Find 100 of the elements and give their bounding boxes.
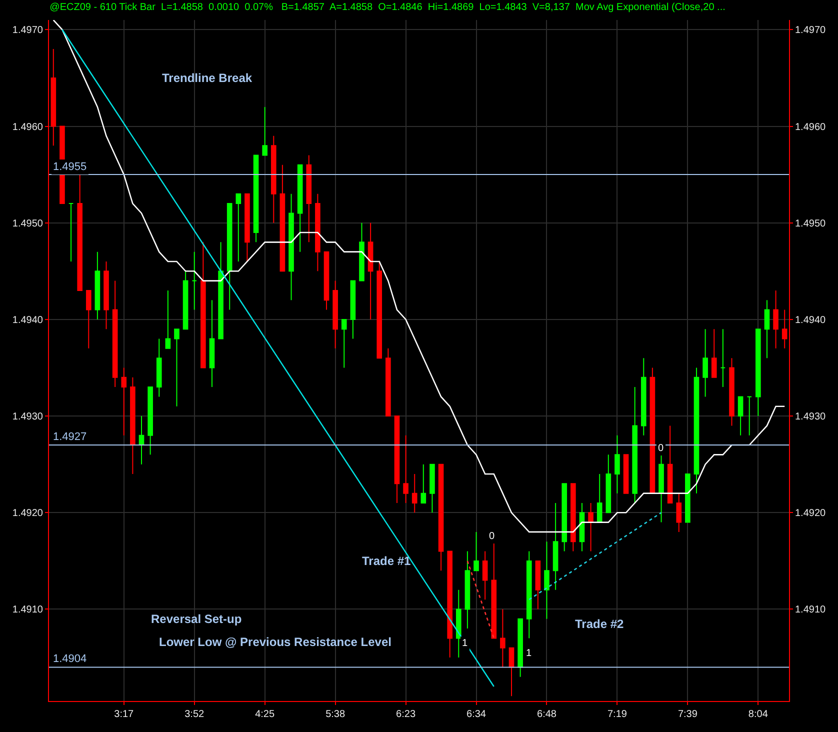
x-tick-label: 5:38 [326,709,346,720]
candlestick [341,318,347,368]
candlestick [438,464,444,572]
x-tick-label: 7:39 [678,709,698,720]
x-tick-label: 6:23 [396,709,416,720]
candlestick [68,203,74,262]
candlestick [297,164,303,252]
candlestick [253,154,259,243]
y-tick-label: 1.4970 [12,25,44,36]
candlestick [562,483,568,552]
candlestick [746,396,752,436]
candlestick [138,416,144,465]
candlestick [288,193,294,301]
x-tick-label: 6:34 [466,709,486,720]
candlestick [508,647,514,697]
candlestick [332,280,338,349]
candlestick [544,541,550,620]
annotation: 0 [658,443,664,454]
annotation: 0 [489,531,495,542]
candlestick [192,251,198,310]
candlestick [386,348,391,417]
candlestick [306,154,312,243]
candlestick [359,222,364,282]
candlestick [403,434,408,504]
candlestick [121,367,127,436]
y-tick-label: 1.4960 [12,122,44,133]
candlestick [104,260,109,330]
candlestick [614,434,620,494]
candlestick [596,474,602,523]
candlestick [640,358,646,436]
y2-tick-label: 1.4960 [795,122,826,133]
ref-line-label: 1.4927 [53,431,87,443]
candlestick [773,290,778,349]
y-tick-label: 1.4940 [12,314,44,326]
candlestick [579,502,585,552]
candlestick [209,300,215,388]
candlestick [518,618,523,678]
chart-title: @ECZ09 - 610 Tick Bar L=1.4858 0.0010 0.07% B=1.4857 A=1.4858 O=1.4846 Hi=1.4869 Lo=1.4843 V=8,137 Mov Avg Exponential (Close,20 ... [50,2,726,13]
candlestick [200,242,206,368]
candlestick [394,416,400,504]
candlestick [623,454,629,494]
ref-line-label: 1.4955 [53,161,87,173]
candlestick [756,328,761,417]
candlestick [324,251,330,310]
candlestick [280,164,286,272]
annotation: 1 [526,648,532,659]
candlestick [447,550,452,658]
candlestick [658,454,664,523]
candlestick [738,396,744,436]
candlestick [376,260,382,359]
y-tick-label: 1.4950 [12,218,44,230]
candlestick [650,367,656,494]
annotation: Trade #2 [575,617,624,631]
x-tick-label: 3:52 [184,709,205,720]
candlestick [262,106,268,156]
x-tick-label: 7:19 [607,709,628,720]
candlestick [667,425,673,504]
candlestick [588,502,594,552]
candlestick [270,135,276,224]
candlestick [606,454,612,514]
candlestick [148,386,153,456]
candlestick [350,280,356,340]
candlestick [482,550,488,600]
x-tick-label: 8:04 [748,709,768,720]
y-tick-label: 1.4920 [12,508,44,520]
candlestick [368,222,374,320]
annotation: Lower Low @ Previous Resistance Level [159,635,392,649]
annotation: 1 [462,638,468,649]
annotation: Reversal Set-up [151,612,242,626]
x-tick-label: 3:17 [114,709,134,720]
candlestick [729,358,734,426]
candlestick [632,386,638,504]
candlestick [226,203,232,310]
candlestick [412,474,418,514]
candlestick [174,328,180,407]
y2-tick-label: 1.4940 [795,314,826,326]
candlestick [456,589,462,658]
x-tick-label: 4:25 [255,709,275,720]
candlestick [156,338,162,398]
candlestick [694,367,700,494]
candlestick [491,541,497,639]
candlestick [711,328,717,378]
y2-tick-label: 1.4970 [795,25,826,36]
candlestick [552,502,558,590]
candlestick [236,193,242,262]
candlestick [535,560,541,610]
y2-tick-label: 1.4910 [795,604,826,616]
ref-line-label: 1.4904 [53,653,87,665]
candlestick [86,290,92,349]
candlestick [112,280,118,388]
candlestick [420,464,426,504]
candlestick [430,464,435,514]
y2-tick-label: 1.4930 [795,412,826,423]
y2-tick-label: 1.4950 [795,218,826,230]
candlestick [315,193,320,272]
candlestick [244,193,250,262]
candlestick [676,492,682,532]
candlestick [720,328,726,388]
candlestick [130,376,136,474]
candlestick [94,251,100,320]
